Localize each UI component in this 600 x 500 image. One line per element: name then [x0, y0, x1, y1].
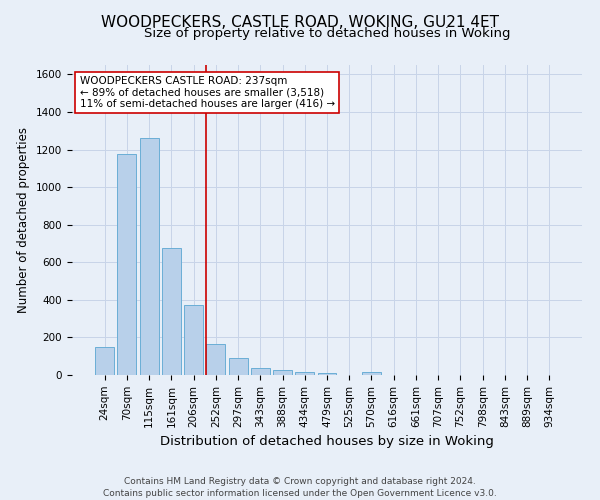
Text: WOODPECKERS CASTLE ROAD: 237sqm
← 89% of detached houses are smaller (3,518)
11%: WOODPECKERS CASTLE ROAD: 237sqm ← 89% of… [80, 76, 335, 109]
Bar [206, 344, 225, 375]
Title: Size of property relative to detached houses in Woking: Size of property relative to detached ho… [144, 27, 510, 40]
X-axis label: Distribution of detached houses by size in Woking: Distribution of detached houses by size … [160, 435, 494, 448]
Bar [229, 358, 248, 375]
Bar [362, 372, 381, 375]
Text: Contains HM Land Registry data © Crown copyright and database right 2024.
Contai: Contains HM Land Registry data © Crown c… [103, 476, 497, 498]
Bar [95, 347, 114, 375]
Bar [317, 372, 337, 375]
Bar [273, 370, 292, 375]
Bar [251, 368, 270, 375]
Bar [118, 154, 136, 375]
Bar [184, 304, 203, 375]
Bar [162, 248, 181, 375]
Text: WOODPECKERS, CASTLE ROAD, WOKING, GU21 4ET: WOODPECKERS, CASTLE ROAD, WOKING, GU21 4… [101, 15, 499, 30]
Bar [140, 138, 158, 375]
Bar [295, 372, 314, 375]
Y-axis label: Number of detached properties: Number of detached properties [17, 127, 31, 313]
